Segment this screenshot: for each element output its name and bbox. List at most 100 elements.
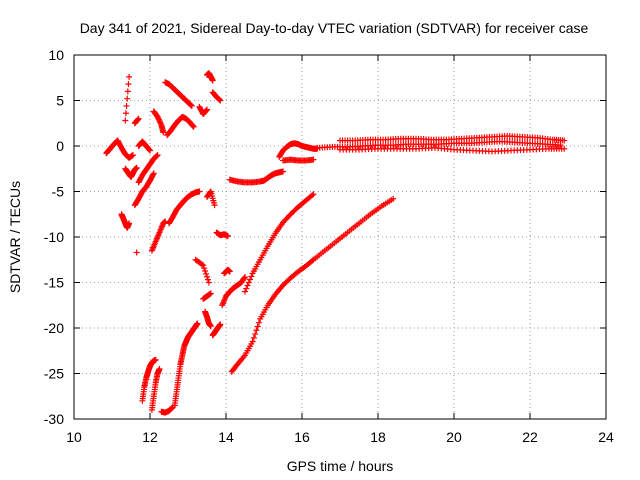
series-seg5: [131, 115, 142, 127]
data-point: [135, 115, 142, 122]
data-point: [129, 152, 136, 159]
series-seg33: [242, 191, 317, 295]
series-seg3: [118, 211, 133, 231]
series-seg22: [204, 188, 218, 209]
data-point: [125, 81, 132, 88]
data-point: [309, 257, 316, 264]
data-point: [247, 276, 254, 283]
series-seg31: [228, 256, 317, 375]
data-point: [126, 220, 133, 227]
data-point: [211, 202, 218, 209]
data-point: [156, 117, 163, 124]
y-tick-label: 10: [48, 47, 64, 63]
y-tick-label: -25: [44, 366, 64, 382]
series-seg10: [135, 138, 153, 154]
series-seg20: [192, 256, 212, 286]
data-point: [122, 110, 129, 117]
data-point: [204, 276, 211, 283]
data-point: [216, 96, 223, 103]
x-tick-label: 20: [446, 429, 462, 445]
series-seg37: [337, 132, 568, 144]
data-point: [162, 218, 169, 225]
data-point: [134, 116, 141, 123]
data-point: [188, 102, 195, 109]
data-point: [124, 95, 131, 102]
series-seg1: [103, 137, 136, 161]
data-point: [133, 249, 140, 256]
series-seg34: [276, 140, 321, 160]
data-point: [203, 270, 210, 277]
data-point: [280, 168, 286, 175]
y-tick-label: -30: [44, 411, 64, 427]
axis-ticks: 10 12 14 16 18 20 22 24 -30 -25 -20 -15 -10 -5 0 5 10: [44, 47, 614, 445]
y-tick-label: -15: [44, 275, 64, 291]
data-point: [254, 323, 261, 330]
series-seg30: [226, 168, 286, 186]
data-point: [124, 88, 131, 95]
data-point: [133, 164, 140, 171]
series-seg26: [209, 321, 224, 339]
data-point: [241, 274, 248, 281]
y-tick-label: 0: [56, 138, 64, 154]
data-point: [153, 153, 160, 160]
y-tick-label: 5: [56, 93, 64, 109]
x-tick-label: 14: [218, 429, 234, 445]
series-seg35: [280, 156, 317, 164]
data-point: [561, 137, 568, 144]
data-point: [310, 191, 317, 198]
series-seg19: [196, 103, 210, 118]
data-point: [187, 101, 194, 108]
data-point: [153, 152, 160, 159]
series-seg8: [131, 170, 157, 209]
data-point: [217, 321, 224, 328]
series-seg4: [122, 73, 133, 124]
data-point: [204, 106, 210, 113]
x-tick-label: 16: [294, 429, 310, 445]
data-point: [154, 113, 161, 120]
data-point: [310, 156, 317, 163]
y-axis-label: SDTVAR / TECUs: [7, 181, 23, 293]
data-point: [248, 273, 255, 280]
data-point: [152, 356, 159, 363]
series-seg9: [135, 152, 161, 186]
data-point: [188, 102, 195, 109]
series-seg12: [148, 218, 169, 254]
plot-frame: [73, 54, 607, 420]
data-point: [244, 282, 251, 289]
data-point: [155, 115, 162, 122]
data-point: [209, 77, 216, 84]
data-point: [243, 285, 250, 292]
data-point: [150, 171, 157, 178]
grid: [74, 55, 606, 419]
series-seg23: [202, 308, 214, 330]
chart-title: Day 341 of 2021, Sidereal Day-to-day VTE…: [80, 20, 589, 36]
data-point: [390, 195, 397, 202]
data-point: [224, 233, 231, 240]
series-seg16: [162, 79, 195, 109]
data-point: [168, 405, 175, 412]
series-seg13: [150, 108, 167, 136]
data-point: [156, 365, 163, 372]
series-seg6: [133, 249, 140, 256]
series-seg25: [209, 89, 224, 104]
data-point: [194, 320, 201, 327]
data-point: [205, 279, 212, 286]
data-point: [123, 102, 130, 109]
data-point: [207, 189, 214, 196]
data-point: [216, 96, 223, 103]
series-seg29: [221, 266, 233, 277]
data-point: [250, 334, 257, 341]
series-seg17: [164, 113, 197, 139]
series-seg21: [200, 290, 214, 302]
data-point: [157, 119, 164, 126]
data-point: [561, 145, 568, 152]
data-point: [200, 262, 207, 269]
x-tick-label: 24: [598, 429, 614, 445]
data-point: [207, 323, 214, 330]
series-seg2: [122, 164, 140, 180]
data-point: [309, 192, 316, 199]
data-point: [155, 116, 162, 123]
y-tick-label: -5: [52, 184, 65, 200]
series-seg18: [171, 320, 201, 409]
data-point: [160, 129, 167, 136]
